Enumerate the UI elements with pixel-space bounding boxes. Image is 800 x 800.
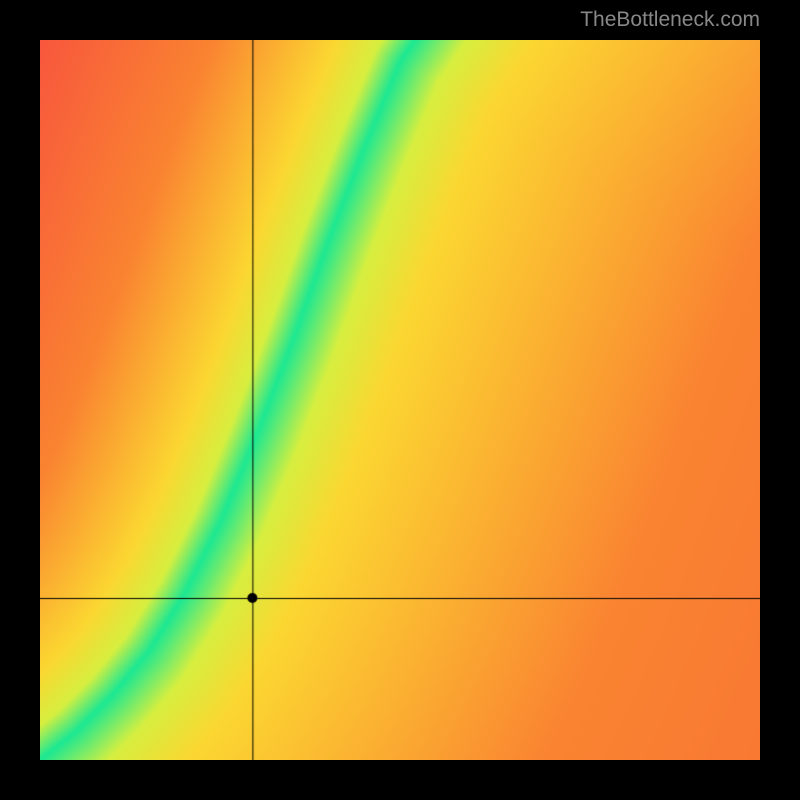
heatmap-plot bbox=[40, 40, 760, 760]
watermark-text: TheBottleneck.com bbox=[580, 8, 760, 32]
heatmap-canvas bbox=[40, 40, 760, 760]
